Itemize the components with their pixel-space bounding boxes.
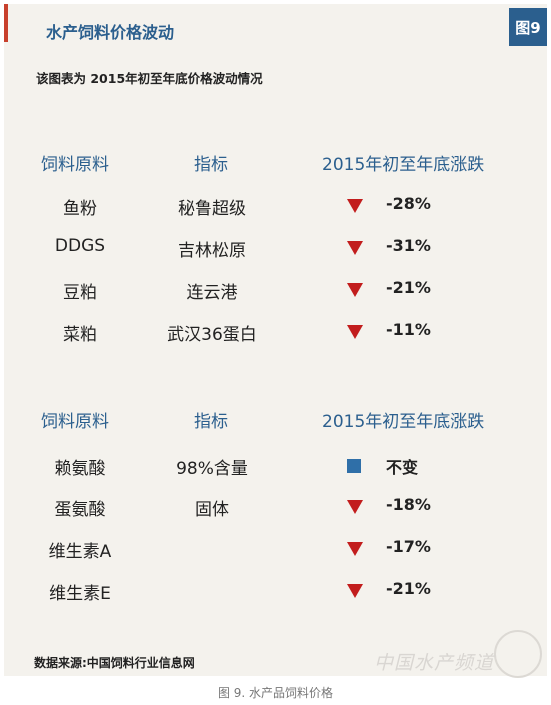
down-triangle-icon xyxy=(347,500,363,514)
row-indicator: 吉林松原 xyxy=(178,241,246,261)
table-header-indicator: 指标 xyxy=(194,155,228,175)
row-material: 菜粕 xyxy=(63,325,97,345)
row-change-value: -11% xyxy=(386,320,431,339)
card-subtitle: 该图表为 2015年初至年底价格波动情况 xyxy=(36,71,263,86)
down-triangle-icon xyxy=(347,199,363,213)
table-header-material: 饲料原料 xyxy=(41,412,109,432)
row-change-value: -18% xyxy=(386,495,431,514)
row-indicator: 98%含量 xyxy=(176,459,248,479)
down-triangle-icon xyxy=(347,542,363,556)
table-header-indicator: 指标 xyxy=(194,412,228,432)
row-change-value: -17% xyxy=(386,537,431,556)
row-indicator: 连云港 xyxy=(186,283,238,303)
down-triangle-icon xyxy=(347,241,363,255)
figure-caption: 图 9. 水产品饲料价格 xyxy=(217,686,334,700)
watermark-globe-icon xyxy=(494,630,542,678)
table-header-material: 饲料原料 xyxy=(41,155,109,175)
row-change-value: 不变 xyxy=(386,458,419,477)
row-indicator: 固体 xyxy=(195,500,229,520)
watermark-text: 中国水产频道 xyxy=(374,652,495,674)
table-header-change: 2015年初至年底涨跌 xyxy=(322,412,485,432)
data-source: 数据来源:中国饲料行业信息网 xyxy=(34,656,195,670)
figure-badge: 图9 xyxy=(509,8,547,46)
accent-bar xyxy=(4,4,8,42)
table-header-change: 2015年初至年底涨跌 xyxy=(322,155,485,175)
row-material: 豆粕 xyxy=(63,283,97,303)
row-change-value: -21% xyxy=(386,579,431,598)
unchanged-square-icon xyxy=(347,459,361,473)
card-title: 水产饲料价格波动 xyxy=(46,23,175,42)
down-triangle-icon xyxy=(347,325,363,339)
row-change-value: -31% xyxy=(386,236,431,255)
row-indicator: 武汉36蛋白 xyxy=(167,325,257,345)
row-material: 维生素A xyxy=(48,542,112,562)
row-change-value: -21% xyxy=(386,278,431,297)
down-triangle-icon xyxy=(347,283,363,297)
row-material: 维生素E xyxy=(49,584,111,604)
row-material: 鱼粉 xyxy=(63,199,97,219)
row-material: 蛋氨酸 xyxy=(54,500,106,520)
row-indicator: 秘鲁超级 xyxy=(178,199,246,219)
row-material: 赖氨酸 xyxy=(54,459,106,479)
row-material: DDGS xyxy=(54,236,106,256)
row-change-value: -28% xyxy=(386,194,431,213)
down-triangle-icon xyxy=(347,584,363,598)
price-card: 水产饲料价格波动 图9 该图表为 2015年初至年底价格波动情况 饲料原料 指标 2… xyxy=(4,4,547,678)
